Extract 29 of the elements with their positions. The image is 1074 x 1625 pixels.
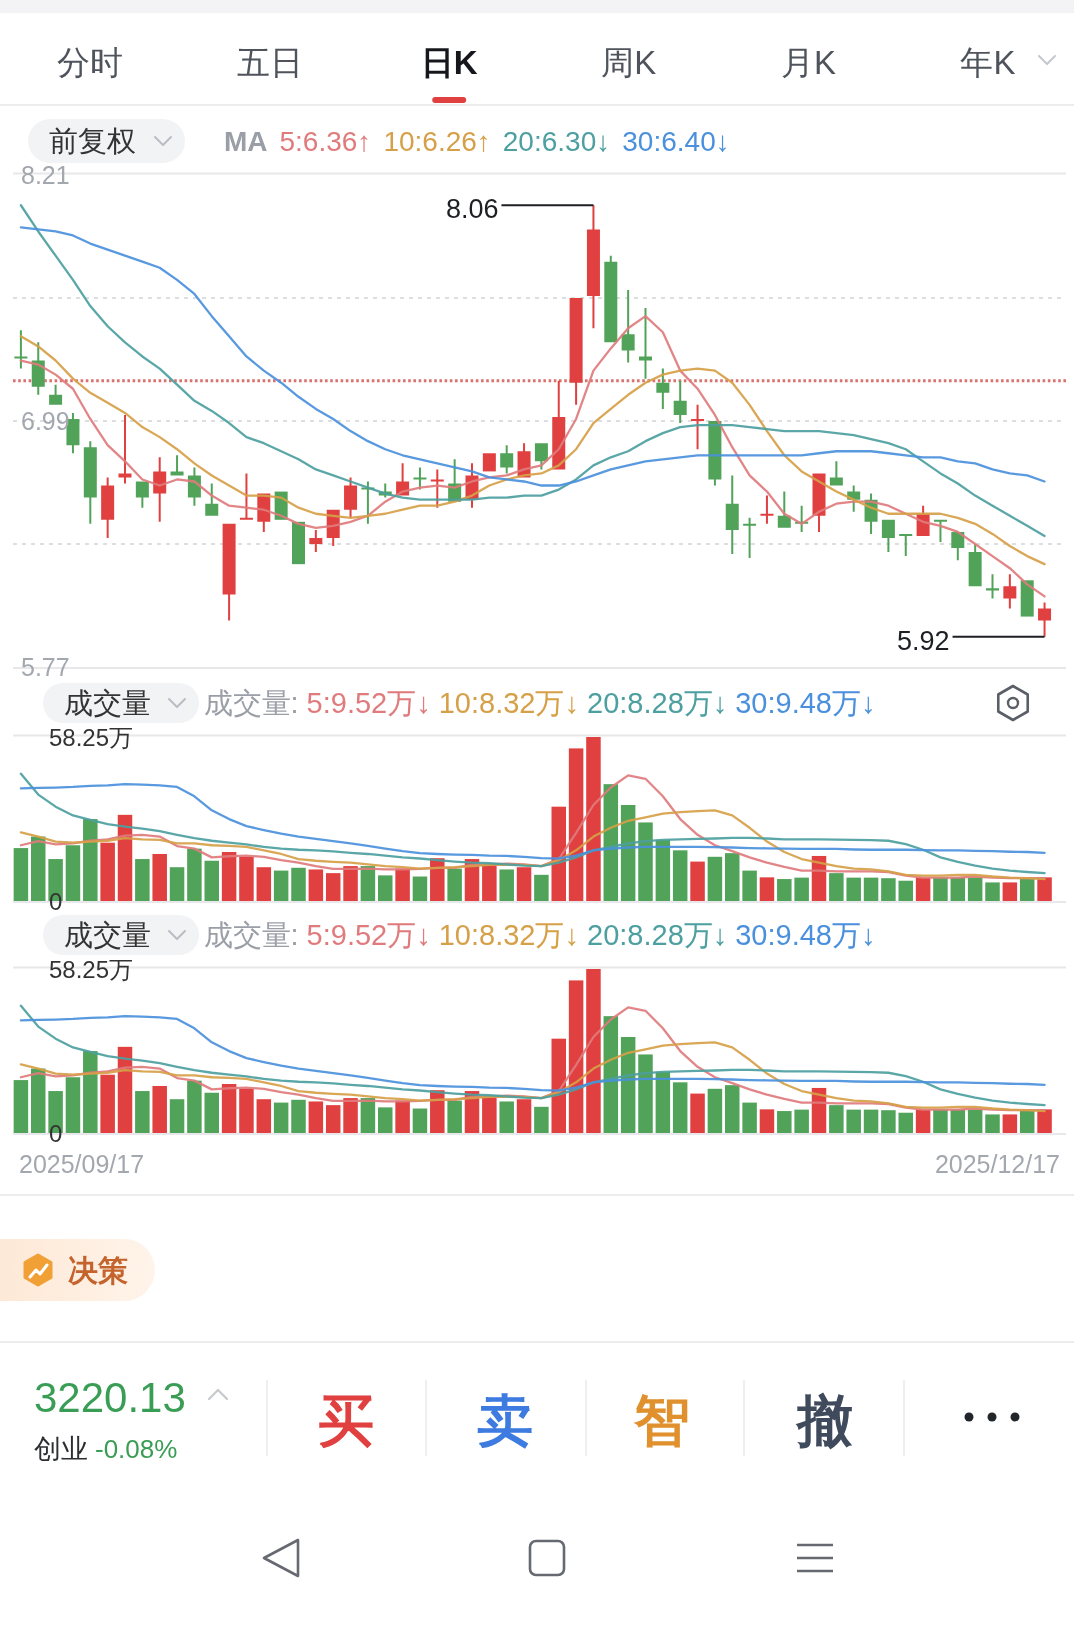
text: 决策: [68, 1253, 128, 1287]
y-tick-label: 6.99: [21, 407, 70, 435]
text: 分时: [57, 43, 123, 81]
legend: MA 5:6.36↑ 10:6.26↑ 20:6.30↓ 30:6.40↓: [224, 125, 730, 157]
text: 成交量: [64, 919, 151, 951]
text: 2025/09/17: [19, 1150, 145, 1178]
text: 2025/12/17: [934, 1150, 1060, 1178]
text: 年K: [960, 43, 1016, 81]
text: 卖: [477, 1388, 533, 1452]
text: 3220.13: [34, 1373, 186, 1421]
text: 周K: [601, 43, 657, 81]
annotation: 8.06: [445, 194, 499, 225]
text: 日K: [420, 43, 478, 81]
text: 撤: [795, 1388, 853, 1452]
text: 买: [318, 1388, 374, 1452]
y-tick-label: 58.25万: [49, 723, 134, 751]
text: 前复权: [49, 125, 136, 157]
y-tick-label: 58.25万: [49, 955, 134, 983]
text: 月K: [780, 43, 836, 81]
annotation: 5.92: [896, 625, 950, 656]
y-tick-label: 8.21: [21, 161, 70, 189]
legend: 成交量: 5:9.52万↓ 10:8.32万↓ 20:8.28万↓ 30:9.48万↓: [203, 919, 876, 951]
text: -0.08%: [95, 1434, 178, 1464]
legend: 成交量: 5:9.52万↓ 10:8.32万↓ 20:8.28万↓ 30:9.48万↓: [203, 687, 876, 719]
text: 成交量: [64, 687, 151, 719]
text: 智: [633, 1388, 690, 1452]
text: 五日: [236, 43, 303, 81]
y-tick-label: 5.77: [21, 653, 70, 681]
text: 创业: [34, 1434, 88, 1464]
